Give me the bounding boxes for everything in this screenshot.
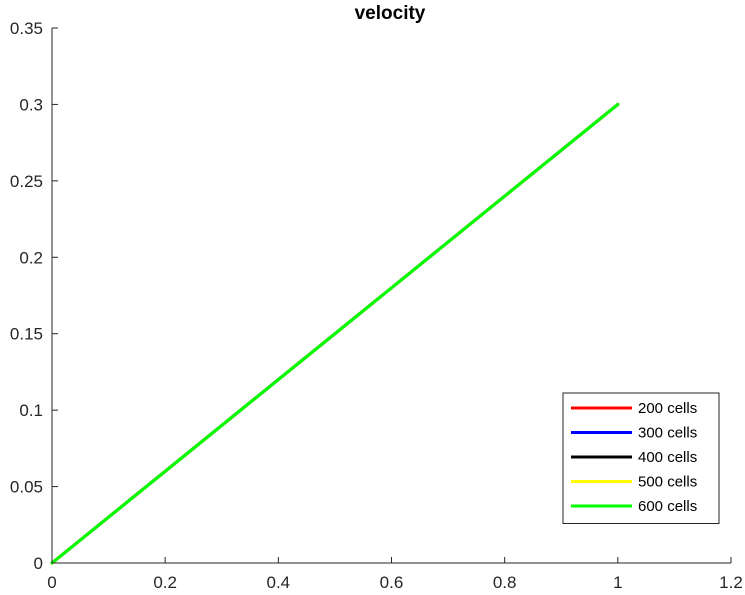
y-tick-label: 0 bbox=[34, 554, 43, 573]
y-tick-label: 0.25 bbox=[10, 172, 43, 191]
x-tick-label: 0.2 bbox=[153, 573, 177, 592]
y-ticks: 0 0.05 0.1 0.15 0.2 0.25 0.3 0.35 bbox=[10, 19, 58, 573]
x-tick-label: 1 bbox=[613, 573, 622, 592]
x-tick-label: 0.6 bbox=[380, 573, 404, 592]
x-ticks: 0 0.2 0.4 0.6 0.8 1 1.2 bbox=[47, 557, 743, 592]
y-tick-label: 0.2 bbox=[19, 248, 43, 267]
legend: 200 cells 300 cells 400 cells 500 cells 600 … bbox=[562, 392, 720, 524]
legend-entry: 200 cells bbox=[638, 400, 697, 417]
series-line bbox=[50, 102, 620, 565]
y-tick-label: 0.05 bbox=[10, 478, 43, 497]
y-tick-label: 0.15 bbox=[10, 325, 43, 344]
legend-entry: 500 cells bbox=[638, 474, 697, 491]
y-tick-label: 0.1 bbox=[19, 401, 43, 420]
legend-entry: 300 cells bbox=[638, 425, 697, 442]
chart-title: velocity bbox=[355, 3, 426, 24]
x-tick-label: 0.4 bbox=[267, 573, 291, 592]
x-tick-label: 1.2 bbox=[719, 573, 743, 592]
x-tick-label: 0 bbox=[47, 573, 56, 592]
x-tick-label: 0.8 bbox=[493, 573, 517, 592]
plot-area bbox=[50, 102, 620, 565]
legend-entry: 400 cells bbox=[638, 449, 697, 466]
legend-entry: 600 cells bbox=[638, 498, 697, 515]
y-tick-label: 0.3 bbox=[19, 95, 43, 114]
y-tick-label: 0.35 bbox=[10, 19, 43, 38]
